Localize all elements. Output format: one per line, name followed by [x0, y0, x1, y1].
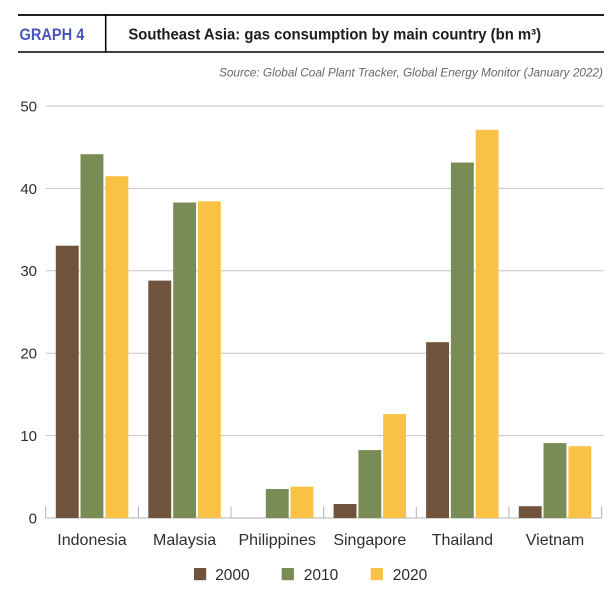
- svg-text:40: 40: [20, 181, 37, 198]
- svg-text:0: 0: [29, 510, 37, 527]
- svg-text:2000: 2000: [215, 567, 250, 584]
- svg-text:10: 10: [20, 428, 37, 445]
- svg-text:Philippines: Philippines: [239, 532, 316, 549]
- svg-text:50: 50: [20, 98, 37, 115]
- svg-text:Source: Global Coal Plant Trac: Source: Global Coal Plant Tracker, Globa…: [219, 66, 603, 80]
- svg-text:Malaysia: Malaysia: [153, 532, 216, 549]
- svg-text:20: 20: [20, 346, 37, 363]
- svg-text:Southeast Asia: gas consumptio: Southeast Asia: gas consumption by main …: [128, 26, 541, 43]
- svg-text:30: 30: [20, 263, 37, 280]
- svg-text:GRAPH 4: GRAPH 4: [20, 26, 85, 44]
- svg-text:2010: 2010: [304, 567, 339, 584]
- svg-text:Thailand: Thailand: [432, 532, 493, 549]
- svg-text:Vietnam: Vietnam: [526, 532, 584, 549]
- svg-text:Singapore: Singapore: [333, 532, 406, 549]
- svg-text:2020: 2020: [393, 567, 428, 584]
- svg-text:Indonesia: Indonesia: [57, 532, 126, 549]
